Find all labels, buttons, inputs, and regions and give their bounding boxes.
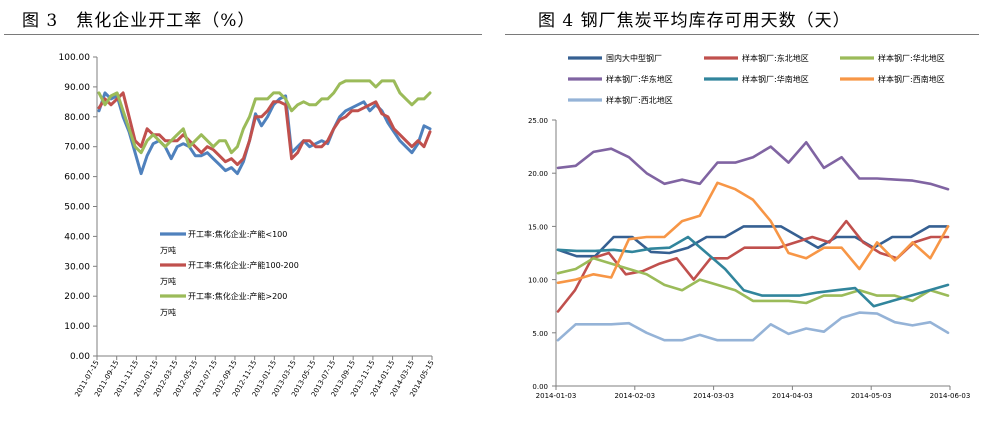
x-tick-label: 2014-01-03 xyxy=(536,392,577,400)
series-line-1 xyxy=(556,225,950,258)
x-tick-label: 2014-05-03 xyxy=(851,392,892,400)
figure-3-title: 图 3 焦化企业开工率（%） xyxy=(22,11,256,31)
y-tick-label: 20.00 xyxy=(64,292,90,302)
series-line-3 xyxy=(97,79,432,155)
y-tick-label: 0.00 xyxy=(532,383,548,391)
x-tick-label: 2014-03-03 xyxy=(693,392,734,400)
figure-4-title: 图 4 钢厂焦炭平均库存可用天数（天） xyxy=(538,11,851,31)
legend-label: 样本钢厂:华东地区 xyxy=(606,74,673,84)
legend-label: 开工率:焦化企业:产能100-200 万吨 xyxy=(160,260,299,286)
series-line-7 xyxy=(556,311,950,342)
figure-3-title-rule xyxy=(4,34,482,35)
x-tick-label: 2014-02-03 xyxy=(614,392,655,400)
series-line-1 xyxy=(97,91,432,176)
y-tick-label: 10.00 xyxy=(64,322,90,332)
y-tick-label: 5.00 xyxy=(532,330,548,338)
legend-label: 国内大中型钢厂 xyxy=(606,53,662,63)
series-line-6 xyxy=(556,181,950,285)
y-tick-label: 15.00 xyxy=(528,223,548,231)
legend-label: 开工率:焦化企业:产能<100 万吨 xyxy=(160,229,287,255)
legend-label: 样本钢厂:西南地区 xyxy=(878,74,945,84)
figure-4-title-rule xyxy=(505,34,979,35)
x-tick-label: 2014-06-03 xyxy=(930,392,971,400)
y-tick-label: 50.00 xyxy=(64,203,90,213)
legend-label-line-2: 万吨 xyxy=(160,307,176,317)
y-tick-label: 80.00 xyxy=(64,113,90,123)
y-tick-label: 90.00 xyxy=(64,83,90,93)
legend-label-line-2: 万吨 xyxy=(160,276,176,286)
legend-label: 开工率:焦化企业:产能>200 万吨 xyxy=(160,291,287,317)
legend-label: 样本钢厂:西北地区 xyxy=(606,95,673,105)
y-tick-label: 20.00 xyxy=(528,170,548,178)
legend-label: 样本钢厂:东北地区 xyxy=(742,53,809,63)
legend-label-line-1: 开工率:焦化企业:产能100-200 xyxy=(188,260,299,270)
y-tick-label: 100.00 xyxy=(59,53,91,63)
legend-label-line-1: 开工率:焦化企业:产能<100 xyxy=(188,229,287,239)
y-tick-label: 25.00 xyxy=(528,117,548,125)
y-tick-label: 60.00 xyxy=(64,173,90,183)
x-tick-label: 2014-04-03 xyxy=(772,392,813,400)
y-tick-label: 40.00 xyxy=(64,232,90,242)
series-line-3 xyxy=(556,256,950,305)
legend-label-line-1: 开工率:焦化企业:产能>200 xyxy=(188,291,287,301)
y-tick-label: 30.00 xyxy=(64,262,90,272)
series-line-4 xyxy=(556,141,950,191)
series-line-2 xyxy=(556,219,950,313)
legend-label: 样本钢厂:华北地区 xyxy=(878,53,945,63)
legend-label-line-2: 万吨 xyxy=(160,245,176,255)
y-tick-label: 70.00 xyxy=(64,143,90,153)
y-tick-label: 0.00 xyxy=(70,352,90,362)
legend-label: 样本钢厂:华南地区 xyxy=(742,74,809,84)
y-tick-label: 10.00 xyxy=(528,277,548,285)
